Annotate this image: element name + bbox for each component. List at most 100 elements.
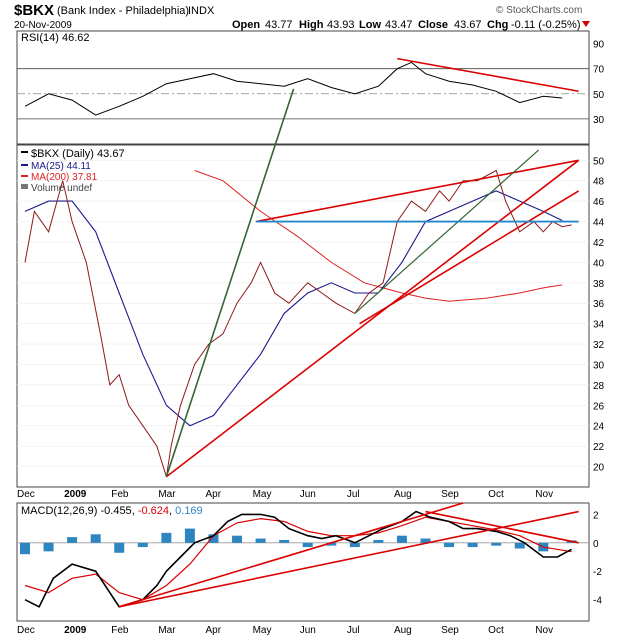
macd-line bbox=[24, 510, 572, 608]
rsi-ytick: 90 bbox=[593, 40, 605, 51]
index-name: (Bank Index - Philadelphia) bbox=[57, 5, 189, 17]
macd-month-label: Jul bbox=[347, 625, 360, 636]
price-ytick: 36 bbox=[593, 299, 605, 310]
legend-swatch-price bbox=[21, 151, 28, 153]
price-month-label: Dec bbox=[17, 489, 35, 500]
macd-histogram-bar bbox=[396, 535, 407, 543]
chart-header: $BKX (Bank Index - Philadelphia) INDX © … bbox=[14, 2, 590, 31]
macd-histogram-bar bbox=[184, 528, 195, 543]
chart-date: 20-Nov-2009 bbox=[14, 20, 72, 31]
macd-histogram-bar bbox=[444, 542, 455, 548]
price-month-label: Oct bbox=[488, 489, 504, 500]
price-trendline-red bbox=[255, 159, 579, 223]
high-value: 43.93 bbox=[327, 19, 355, 31]
macd-histogram-bar bbox=[114, 542, 125, 553]
price-trendline-red bbox=[359, 190, 580, 325]
price-ytick: 44 bbox=[593, 218, 605, 229]
price-month-label: Apr bbox=[205, 489, 221, 500]
legend-swatch-ma200 bbox=[21, 175, 28, 177]
macd-histogram-bar bbox=[232, 535, 243, 543]
chg-value: -0.11 (-0.25%) bbox=[511, 19, 581, 31]
macd-month-label: Feb bbox=[111, 625, 129, 636]
price-line bbox=[24, 169, 572, 477]
rsi-line bbox=[24, 61, 563, 116]
macd-legend-label: MACD(12,26,9) bbox=[21, 505, 97, 517]
price-month-label: Feb bbox=[111, 489, 129, 500]
legend-price-label: $BKX (Daily) bbox=[31, 148, 94, 160]
down-arrow-icon bbox=[582, 21, 590, 27]
rsi-yticks: 90 70 50 30 bbox=[593, 40, 605, 126]
macd-histogram-bar bbox=[373, 539, 384, 543]
price-ytick: 28 bbox=[593, 381, 605, 392]
macd-month-label: Jun bbox=[300, 625, 316, 636]
price-month-label: Jul bbox=[347, 489, 360, 500]
price-trendline-green bbox=[165, 88, 295, 478]
legend-ma25-label: MA(25) bbox=[31, 161, 64, 172]
price-ytick: 30 bbox=[593, 360, 605, 371]
legend-swatch-volume bbox=[21, 184, 28, 189]
price-month-label: Aug bbox=[394, 489, 412, 500]
macd-histogram-bar bbox=[20, 542, 30, 555]
macd-ytick: -2 bbox=[593, 567, 602, 578]
price-xaxis: Dec 2009 Feb Mar Apr May Jun Jul Aug Sep… bbox=[17, 489, 553, 500]
legend-ma200-value: 37.81 bbox=[72, 172, 97, 183]
macd-month-label: May bbox=[253, 625, 272, 636]
macd-ytick: -4 bbox=[593, 596, 602, 607]
price-ytick: 40 bbox=[593, 258, 605, 269]
macd-histogram-bar bbox=[420, 538, 431, 543]
price-month-label: Nov bbox=[535, 489, 553, 500]
price-ytick: 48 bbox=[593, 177, 605, 188]
macd-legend-hist: 0.169 bbox=[175, 505, 203, 517]
macd-trendline bbox=[425, 510, 579, 544]
legend-price: $BKX (Daily) 43.67 bbox=[31, 148, 125, 160]
rsi-legend-label: RSI(14) bbox=[21, 32, 59, 44]
price-ytick: 20 bbox=[593, 463, 605, 474]
macd-xaxis: Dec 2009 Feb Mar Apr May Jun Jul Aug Sep… bbox=[17, 625, 553, 636]
price-ytick: 24 bbox=[593, 422, 605, 433]
macd-histogram-bar bbox=[491, 542, 502, 546]
price-legend: $BKX (Daily) 43.67 MA(25) 44.11 MA(200) … bbox=[21, 148, 125, 194]
close-label: Close bbox=[418, 19, 448, 31]
rsi-reference-lines bbox=[17, 68, 589, 120]
price-trendline-red bbox=[165, 159, 580, 478]
macd-histogram-bar bbox=[279, 539, 290, 543]
exchange: INDX bbox=[188, 5, 215, 17]
macd-histogram-bar bbox=[161, 532, 172, 543]
chg-label: Chg bbox=[487, 19, 508, 31]
macd-month-label: 2009 bbox=[64, 625, 87, 636]
price-ytick: 46 bbox=[593, 197, 605, 208]
macd-month-label: Nov bbox=[535, 625, 553, 636]
price-panel bbox=[16, 144, 590, 488]
rsi-legend-value: 46.62 bbox=[62, 32, 90, 44]
macd-histogram-bar bbox=[67, 537, 78, 543]
price-yticks: 50 48 46 44 42 40 38 36 34 32 30 28 26 2… bbox=[593, 156, 605, 473]
macd-histogram-bar bbox=[255, 538, 266, 543]
macd-signal-line bbox=[24, 516, 572, 601]
macd-histogram-bar bbox=[514, 542, 525, 549]
macd-month-label: Mar bbox=[158, 625, 176, 636]
macd-histogram-bar bbox=[302, 542, 313, 548]
ma25-line bbox=[24, 190, 563, 427]
legend-ma25-value: 44.11 bbox=[67, 161, 92, 172]
legend-price-value: 43.67 bbox=[97, 148, 125, 160]
open-label: Open bbox=[232, 19, 260, 31]
ma200-line bbox=[194, 170, 563, 302]
price-month-label: 2009 bbox=[64, 489, 87, 500]
rsi-panel bbox=[16, 30, 590, 145]
macd-legend-signal: -0.624 bbox=[138, 505, 169, 517]
price-month-label: Mar bbox=[158, 489, 176, 500]
macd-month-label: Apr bbox=[205, 625, 221, 636]
low-label: Low bbox=[359, 19, 381, 31]
price-ytick: 26 bbox=[593, 401, 605, 412]
macd-month-label: Aug bbox=[394, 625, 412, 636]
macd-yticks: 2 0 -2 -4 bbox=[593, 510, 602, 606]
macd-histogram-bar bbox=[90, 534, 101, 543]
price-month-label: May bbox=[253, 489, 272, 500]
macd-histogram-bar bbox=[137, 542, 148, 548]
price-ytick: 34 bbox=[593, 320, 605, 331]
legend-volume: Volume undef bbox=[31, 183, 92, 194]
macd-ytick: 2 bbox=[593, 510, 599, 521]
macd-histogram bbox=[20, 528, 577, 555]
macd-month-label: Sep bbox=[441, 625, 459, 636]
